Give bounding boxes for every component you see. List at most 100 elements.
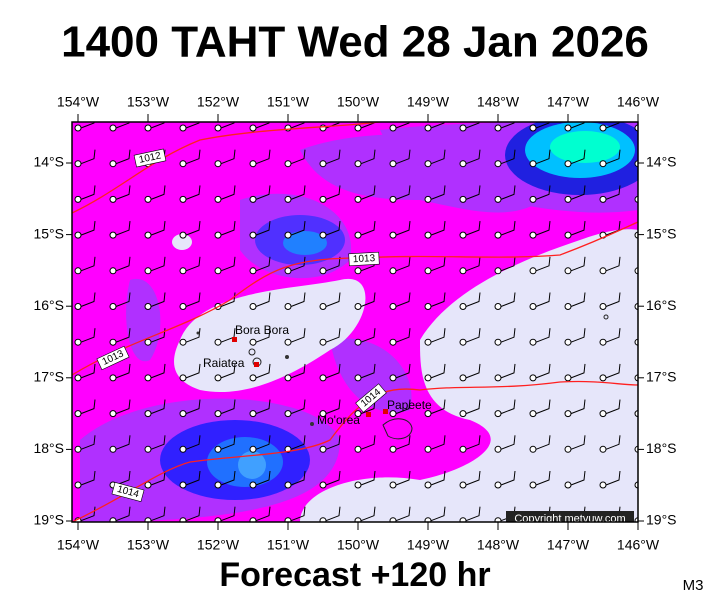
- station: [564, 124, 572, 132]
- station: [424, 338, 432, 346]
- barb: [570, 470, 586, 486]
- barb: [395, 328, 411, 343]
- station: [459, 231, 467, 239]
- station: [319, 195, 327, 203]
- barb: [290, 185, 306, 200]
- barb: [150, 470, 166, 486]
- station: [109, 374, 117, 382]
- barb: [150, 122, 165, 129]
- station: [249, 303, 257, 310]
- barb: [185, 506, 201, 522]
- station: [284, 374, 292, 382]
- station: [599, 160, 607, 168]
- station: [354, 303, 362, 310]
- isobar-label: 1014: [111, 481, 145, 503]
- lat-label: 19°S: [646, 512, 677, 528]
- station: [319, 374, 327, 382]
- lat-label: 19°S: [33, 512, 64, 528]
- isobar-label: 1012: [133, 148, 167, 168]
- barb: [80, 221, 96, 236]
- station: [319, 481, 327, 489]
- station: [144, 303, 152, 310]
- barb: [605, 185, 621, 200]
- barb: [430, 328, 446, 343]
- station: [109, 410, 117, 418]
- station: [74, 160, 82, 168]
- station: [389, 445, 397, 453]
- barb: [220, 221, 236, 236]
- station: [494, 124, 502, 132]
- barb: [255, 435, 271, 450]
- barb: [220, 185, 236, 200]
- barb: [465, 399, 481, 415]
- station: [599, 124, 607, 132]
- barb: [185, 149, 201, 165]
- station: [179, 195, 187, 203]
- station: [389, 267, 397, 275]
- station: [354, 410, 362, 418]
- barb: [290, 399, 306, 415]
- lon-label: 146°W: [617, 537, 660, 553]
- station: [179, 231, 187, 239]
- barb: [80, 328, 96, 343]
- station: [424, 303, 432, 310]
- barb: [535, 292, 551, 307]
- station: [319, 338, 327, 346]
- lat-label: 16°S: [646, 297, 677, 313]
- barb: [465, 328, 481, 343]
- station: [389, 410, 397, 418]
- barb: [360, 363, 376, 379]
- station: [529, 160, 537, 168]
- barb: [325, 149, 341, 165]
- station: [529, 374, 537, 382]
- barb: [115, 149, 131, 165]
- barb: [395, 122, 410, 129]
- barb: [535, 363, 551, 379]
- wind-barbs: [74, 122, 655, 522]
- barb: [605, 435, 621, 450]
- station: [214, 267, 222, 275]
- lon-label: 153°W: [127, 537, 170, 553]
- station: [459, 445, 467, 453]
- station: [424, 195, 432, 203]
- station: [179, 445, 187, 453]
- model-code: M3: [683, 577, 704, 594]
- station: [179, 338, 187, 346]
- station: [424, 124, 432, 132]
- forecast-label: Forecast +120 hr: [219, 556, 490, 594]
- barb: [290, 122, 305, 129]
- station: [284, 338, 292, 346]
- barb: [325, 470, 341, 486]
- station: [424, 410, 432, 418]
- barb: [290, 149, 306, 165]
- station: [459, 481, 467, 489]
- station: [144, 517, 152, 522]
- station: [389, 231, 397, 239]
- barb: [535, 149, 551, 165]
- barb: [535, 185, 551, 200]
- copyright: Copyright metvuw.com: [514, 513, 625, 525]
- barb: [500, 435, 516, 450]
- station: [249, 124, 257, 132]
- barb: [535, 470, 551, 486]
- barb: [605, 470, 621, 486]
- barb: [465, 470, 481, 486]
- barb: [255, 506, 271, 522]
- station: [179, 410, 187, 418]
- barb: [641, 400, 655, 414]
- station: [144, 410, 152, 418]
- station: [599, 481, 607, 489]
- station: [284, 517, 292, 522]
- barb: [535, 122, 550, 129]
- station: [494, 160, 502, 168]
- station: [214, 517, 222, 522]
- barb: [430, 256, 446, 272]
- barb: [185, 435, 201, 450]
- barb: [605, 399, 621, 415]
- isobar-label-text: 1013: [353, 253, 376, 265]
- isobar-label-box: [355, 383, 387, 413]
- barb: [430, 149, 446, 165]
- station: [74, 124, 82, 132]
- station: [179, 124, 187, 132]
- barb: [80, 363, 96, 379]
